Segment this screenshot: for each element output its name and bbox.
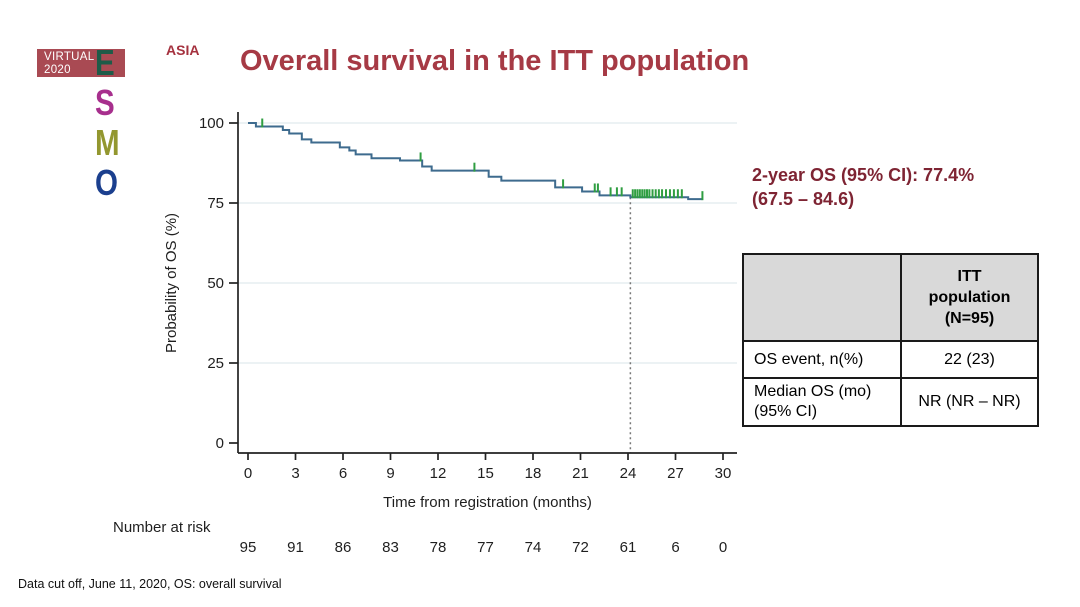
table-header-blank (742, 253, 902, 342)
at-risk-value-9: 83 (382, 539, 399, 556)
esmo-letter-s: S (95, 82, 115, 123)
x-tick-label-15: 15 (477, 465, 494, 482)
at-risk-value-0: 95 (240, 539, 257, 556)
asia-label: ASIA (166, 42, 200, 58)
median-os-label: Median OS (mo) (95% CI) (742, 377, 902, 427)
at-risk-value-6: 86 (335, 539, 352, 556)
table-header-itt-population: ITT population (N=95) (900, 253, 1039, 342)
y-tick-label-50: 50 (207, 275, 224, 292)
at-risk-value-12: 78 (430, 539, 447, 556)
median-os-value: NR (NR – NR) (900, 377, 1039, 427)
esmo-wordmark: ESMO (95, 42, 120, 203)
x-tick-label-9: 9 (386, 465, 394, 482)
virtual-2020-badge: VIRTUAL 2020 (37, 49, 125, 77)
os-event-label: OS event, n(%) (742, 340, 902, 379)
y-tick-label-25: 25 (207, 355, 224, 372)
virtual-year: 2020 (44, 63, 71, 76)
data-cutoff-footnote: Data cut off, June 11, 2020, OS: overall… (18, 577, 282, 591)
x-tick-label-24: 24 (620, 465, 637, 482)
at-risk-value-18: 74 (525, 539, 542, 556)
virtual-label: VIRTUAL (44, 51, 95, 63)
at-risk-value-24: 61 (620, 539, 637, 556)
x-tick-label-18: 18 (525, 465, 542, 482)
x-tick-label-3: 3 (291, 465, 299, 482)
km-survival-chart: 0 25 50 75 100 0 3 6 9 12 15 18 21 24 27 30 Time from re… (113, 112, 737, 556)
table-row-os-event: OS event, n(%) 22 (23) (742, 340, 1039, 379)
table-row-median-os: Median OS (mo) (95% CI) NR (NR – NR) (742, 377, 1039, 427)
x-tick-label-0: 0 (244, 465, 252, 482)
at-risk-value-30: 0 (719, 539, 727, 556)
x-tick-label-6: 6 (339, 465, 347, 482)
table-header-row: ITT population (N=95) (742, 253, 1039, 342)
at-risk-value-27: 6 (671, 539, 679, 556)
x-tick-label-21: 21 (572, 465, 589, 482)
x-tick-label-12: 12 (430, 465, 447, 482)
esmo-letter-m: M (95, 122, 120, 163)
esmo-letter-e: E (95, 42, 115, 83)
two-year-os-annotation: 2-year OS (95% CI): 77.4% (67.5 – 84.6) (752, 165, 975, 209)
y-axis-title: Probability of OS (%) (163, 213, 180, 353)
os-event-value: 22 (23) (900, 340, 1039, 379)
y-tick-label-0: 0 (216, 435, 224, 452)
at-risk-value-3: 91 (287, 539, 304, 556)
y-tick-label-75: 75 (207, 195, 224, 212)
results-table: ITT population (N=95) OS event, n(%) 22 … (742, 253, 1039, 427)
y-tick-label-100: 100 (199, 115, 224, 132)
at-risk-value-21: 72 (572, 539, 589, 556)
slide-title: Overall survival in the ITT population (240, 45, 750, 77)
x-tick-label-30: 30 (715, 465, 732, 482)
x-axis-title: Time from registration (months) (383, 494, 592, 511)
km-curve (248, 122, 703, 201)
number-at-risk-label: Number at risk (113, 519, 211, 536)
at-risk-value-15: 77 (477, 539, 494, 556)
esmo-letter-o: O (95, 162, 118, 203)
x-tick-label-27: 27 (667, 465, 684, 482)
